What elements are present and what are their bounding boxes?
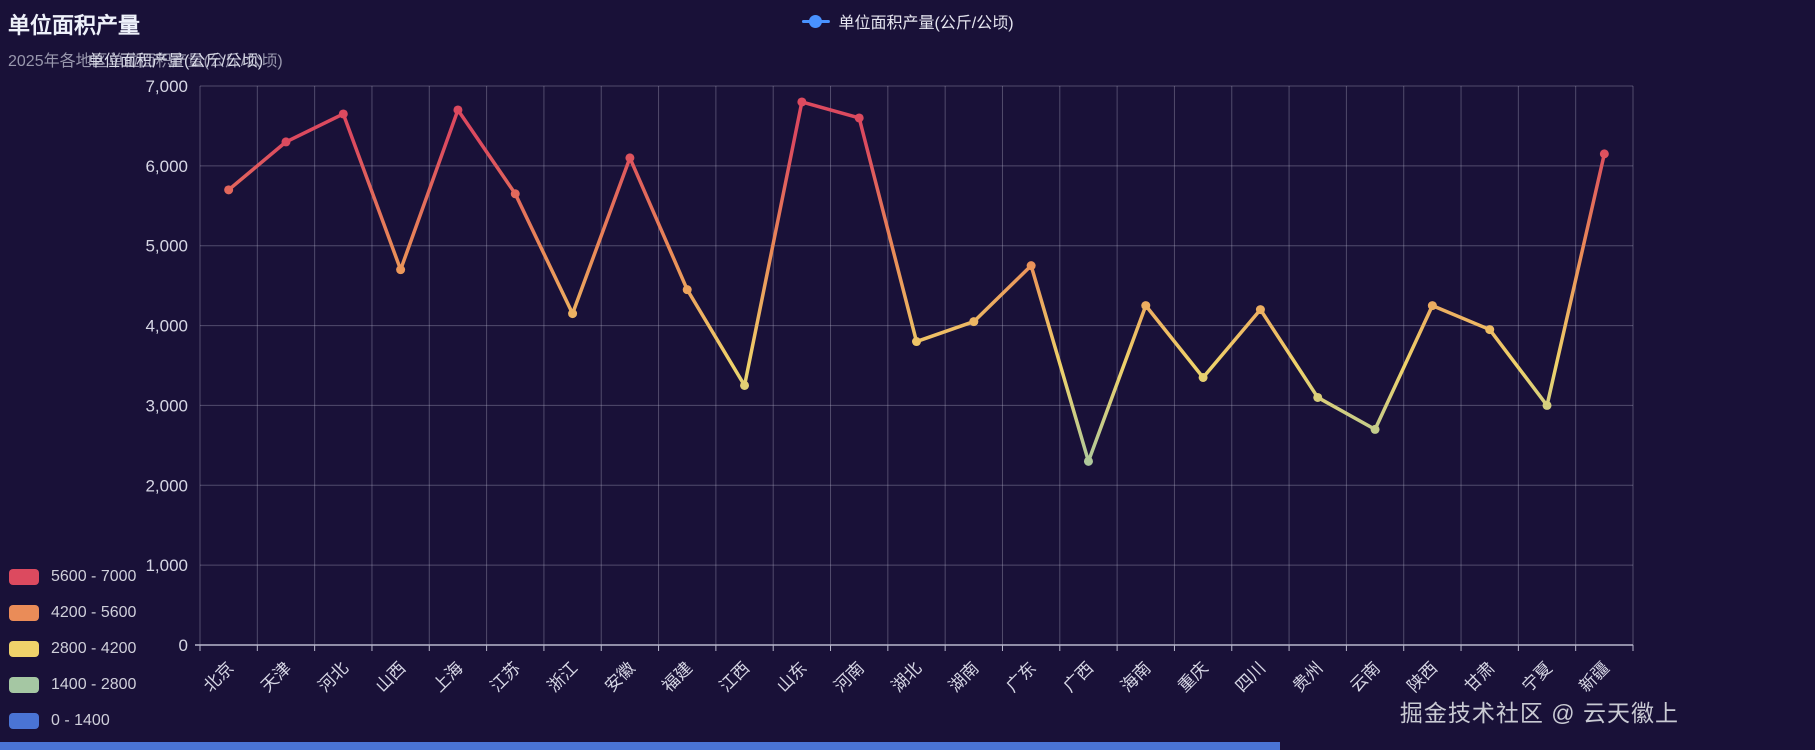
- y-axis-name: 单位面积产量(公斤/公顷): [88, 53, 264, 70]
- x-tick-label: 湖南: [945, 658, 982, 695]
- x-tick-label: 江西: [716, 658, 753, 695]
- series-line: [226, 100, 1607, 464]
- x-tick-label: 海南: [1117, 658, 1154, 695]
- data-point[interactable]: [1427, 301, 1437, 311]
- data-point[interactable]: [510, 189, 520, 199]
- legend-label: 单位面积产量(公斤/公顷): [838, 15, 1014, 32]
- series-legend-item[interactable]: 单位面积产量(公斤/公顷): [801, 9, 1014, 33]
- data-point[interactable]: [224, 185, 234, 195]
- y-tick-label: 3,000: [145, 396, 188, 415]
- x-tick-label: 陕西: [1404, 658, 1441, 695]
- visualmap-swatch-icon: [9, 569, 39, 585]
- visualmap-label: 2800 - 4200: [51, 640, 137, 657]
- visualmap-swatch-icon: [9, 713, 39, 729]
- visualmap-piece[interactable]: 5600 - 7000: [9, 566, 136, 588]
- x-tick-label: 宁夏: [1518, 658, 1555, 695]
- data-point[interactable]: [1313, 392, 1323, 402]
- x-tick-label: 重庆: [1174, 658, 1211, 695]
- y-tick-label: 4,000: [145, 317, 188, 336]
- y-tick-label: 0: [179, 636, 188, 655]
- x-tick-label: 贵州: [1289, 658, 1326, 695]
- x-tick-label: 北京: [200, 658, 237, 695]
- data-point[interactable]: [453, 105, 463, 115]
- x-tick-label: 四川: [1232, 658, 1269, 695]
- x-tick-label: 广东: [1002, 658, 1039, 695]
- x-tick-label: 广西: [1060, 658, 1097, 695]
- watermark: 掘金技术社区 @ 云天徽上: [1399, 700, 1679, 726]
- legend-dot-icon: [808, 14, 822, 28]
- y-tick-label: 2,000: [145, 476, 188, 495]
- data-point[interactable]: [1083, 456, 1093, 466]
- x-tick-label: 河北: [315, 658, 352, 695]
- data-point[interactable]: [625, 153, 635, 163]
- data-point[interactable]: [1141, 301, 1151, 311]
- visualmap-piece[interactable]: 2800 - 4200: [9, 638, 136, 660]
- x-tick-label: 新疆: [1576, 658, 1613, 695]
- visualmap-legend: 5600 - 7000 4200 - 5600 2800 - 4200 1400 - …: [9, 566, 136, 732]
- data-point[interactable]: [1370, 424, 1380, 434]
- data-point[interactable]: [1542, 400, 1552, 410]
- data-point[interactable]: [1485, 325, 1495, 335]
- data-point[interactable]: [797, 97, 807, 107]
- data-point[interactable]: [1599, 149, 1609, 159]
- x-tick-label: 安徽: [601, 658, 638, 695]
- visualmap-swatch-icon: [9, 605, 39, 621]
- data-point[interactable]: [568, 309, 578, 319]
- data-point[interactable]: [338, 109, 348, 119]
- y-tick-label: 7,000: [145, 77, 188, 96]
- x-tick-label: 山东: [773, 658, 810, 695]
- x-tick-label: 江苏: [487, 658, 524, 695]
- y-tick-label: 6,000: [145, 157, 188, 176]
- visualmap-piece[interactable]: 1400 - 2800: [9, 674, 136, 696]
- chart-subtitle: 2025年各地区单位面积产量(公斤/公顷): [8, 53, 283, 70]
- data-point[interactable]: [1255, 305, 1265, 315]
- data-point[interactable]: [912, 337, 921, 347]
- x-tick-label: 天津: [257, 658, 294, 695]
- visualmap-swatch-icon: [9, 641, 39, 657]
- y-tick-label: 1,000: [145, 556, 188, 575]
- data-point[interactable]: [1198, 372, 1208, 382]
- visualmap-label: 1400 - 2800: [51, 676, 137, 693]
- visualmap-swatch-icon: [9, 677, 39, 693]
- x-tick-label: 山西: [372, 658, 409, 695]
- data-point[interactable]: [396, 265, 406, 275]
- visualmap-piece[interactable]: 4200 - 5600: [9, 602, 136, 624]
- visualmap-label: 5600 - 7000: [51, 568, 137, 585]
- horizontal-scrollbar-thumb[interactable]: [0, 742, 1280, 750]
- data-point[interactable]: [740, 380, 750, 390]
- legend-line-icon: [801, 14, 830, 28]
- x-tick-label: 湖北: [888, 658, 925, 695]
- x-tick-label: 甘肃: [1461, 658, 1498, 695]
- x-tick-label: 河南: [831, 658, 868, 695]
- x-tick-label: 浙江: [544, 658, 581, 695]
- data-point[interactable]: [854, 113, 864, 123]
- visualmap-label: 4200 - 5600: [51, 604, 137, 621]
- visualmap-label: 0 - 1400: [51, 712, 110, 729]
- visualmap-piece[interactable]: 0 - 1400: [9, 710, 136, 732]
- data-point[interactable]: [281, 137, 291, 147]
- y-tick-label: 5,000: [145, 237, 188, 256]
- x-tick-label: 福建: [659, 658, 696, 695]
- x-tick-label: 云南: [1346, 658, 1383, 695]
- x-tick-label: 上海: [429, 658, 466, 695]
- chart-title: 单位面积产量: [8, 13, 141, 38]
- data-point[interactable]: [1026, 261, 1036, 271]
- data-point[interactable]: [682, 285, 692, 295]
- data-point[interactable]: [969, 317, 979, 327]
